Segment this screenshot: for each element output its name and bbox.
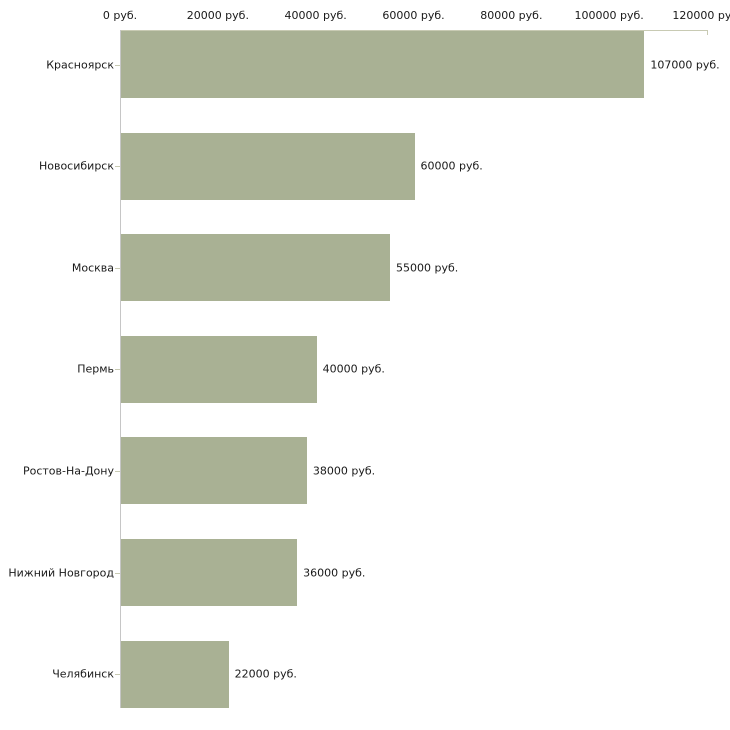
value-label: 60000 руб.	[420, 159, 483, 173]
value-label: 38000 руб.	[312, 464, 376, 478]
value-label: 22000 руб.	[234, 667, 297, 681]
x-axis-line	[120, 30, 708, 31]
category-label: Москва	[71, 261, 114, 275]
category-tick-mark	[115, 267, 120, 269]
bar-1	[121, 132, 415, 200]
bar-2	[121, 234, 391, 302]
bar-5	[121, 539, 298, 606]
category-tick-mark	[115, 470, 120, 472]
category-label: Челябинск	[52, 667, 114, 681]
category-label: Нижний Новгород	[8, 566, 114, 579]
value-label: 40000 руб.	[322, 362, 385, 376]
x-axis-tick-label: 120000 руб.	[672, 9, 730, 22]
bar-0	[121, 31, 645, 98]
y-axis-line	[120, 30, 121, 708]
category-label: Красноярск	[46, 58, 114, 71]
category-tick-mark	[115, 64, 120, 66]
category-tick-mark	[115, 166, 120, 168]
x-axis-tick-label: 20000 руб.	[186, 9, 249, 22]
bar-4	[121, 437, 307, 505]
category-tick-mark	[115, 369, 120, 371]
x-axis-tick-label: 100000 руб.	[574, 9, 644, 22]
x-axis-tick-label: 60000 руб.	[382, 9, 445, 22]
value-label: 55000 руб.	[396, 261, 459, 275]
bar-3	[121, 335, 317, 403]
bar-6	[121, 640, 229, 708]
category-label: Новосибирск	[38, 159, 114, 173]
x-axis-tick-label: 40000 руб.	[284, 9, 347, 22]
value-label: 36000 руб.	[303, 566, 366, 579]
category-tick-mark	[115, 674, 120, 676]
x-axis-tick-label: 0 руб.	[102, 9, 138, 22]
x-axis-tick-mark	[707, 30, 708, 35]
value-label: 107000 руб.	[650, 58, 720, 71]
category-label: Пермь	[77, 362, 114, 376]
category-tick-mark	[115, 572, 120, 574]
category-label: Ростов-На-Дону	[22, 464, 114, 478]
x-axis-tick-label: 80000 руб.	[480, 9, 543, 22]
